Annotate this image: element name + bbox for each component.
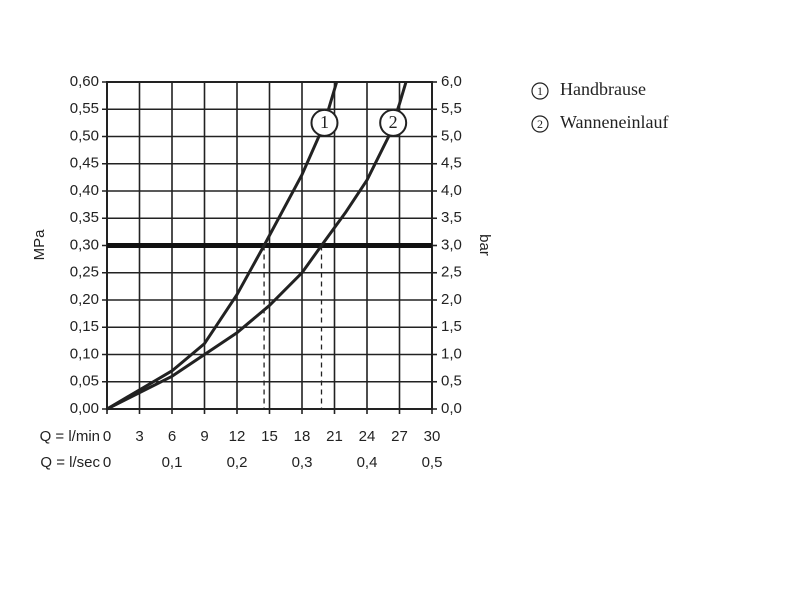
y-tick-label: 0,30 [70,236,99,253]
x-tick-label: 24 [359,428,376,445]
legend-label: Wanneneinlauf [560,112,669,132]
x-tick-label: 15 [261,428,278,445]
y-tick-label: 0,55 [70,100,99,117]
y-tick-label: 0,15 [70,318,99,335]
x-tick-label: 9 [200,428,208,445]
y-tick-label: 0,35 [70,209,99,226]
y2-tick-label: 3,0 [441,236,462,253]
x-tick-label: 21 [326,428,343,445]
curve-label: 2 [389,112,398,132]
y-tick-label: 0,20 [70,291,99,308]
legend-label: Handbrause [560,79,646,99]
x-tick-label: 30 [424,428,441,445]
curve-label: 1 [320,112,329,132]
y2-tick-label: 1,0 [441,345,462,362]
y-tick-label: 0,60 [70,73,99,90]
x2-axis-label: Q = l/sec [40,454,100,471]
y-tick-label: 0,50 [70,127,99,144]
y2-tick-label: 5,0 [441,127,462,144]
y-axis-label: MPa [31,229,48,261]
x-tick-label: 0 [103,428,111,445]
x-tick-label: 18 [294,428,311,445]
line-series [106,81,339,411]
x-tick-label: 3 [135,428,143,445]
y-tick-label: 0,10 [70,345,99,362]
curve-label-circle [379,108,408,137]
x2-tick-label: 0,3 [292,454,313,471]
y2-tick-label: 0,0 [441,400,462,417]
curve-label-circle [310,108,339,137]
y-tick-label: 0,40 [70,182,99,199]
legend-circle [531,82,549,100]
y-tick-label: 0,25 [70,264,99,281]
x-tick-label: 12 [229,428,246,445]
line-series [106,81,408,411]
legend-circle [531,115,549,133]
y2-tick-label: 2,5 [441,264,462,281]
legend-number: 1 [537,84,543,98]
y2-tick-label: 1,5 [441,318,462,335]
y2-tick-label: 4,5 [441,155,462,172]
y2-tick-label: 0,5 [441,373,462,390]
x2-tick-label: 0,2 [227,454,248,471]
y2-tick-label: 6,0 [441,73,462,90]
y-tick-label: 0,45 [70,155,99,172]
y2-axis-label: bar [476,234,493,256]
legend-number: 2 [537,117,543,131]
y-tick-label: 0,00 [70,400,99,417]
x-tick-label: 6 [168,428,176,445]
y2-tick-label: 2,0 [441,291,462,308]
x2-tick-label: 0,5 [422,454,443,471]
x-tick-label: 27 [391,428,408,445]
y2-tick-label: 4,0 [441,182,462,199]
x2-tick-label: 0,4 [357,454,378,471]
x-axis-label: Q = l/min [40,428,100,445]
x2-tick-label: 0 [103,454,111,471]
x2-tick-label: 0,1 [162,454,183,471]
y-tick-label: 0,05 [70,373,99,390]
y2-tick-label: 5,5 [441,100,462,117]
y2-tick-label: 3,5 [441,209,462,226]
